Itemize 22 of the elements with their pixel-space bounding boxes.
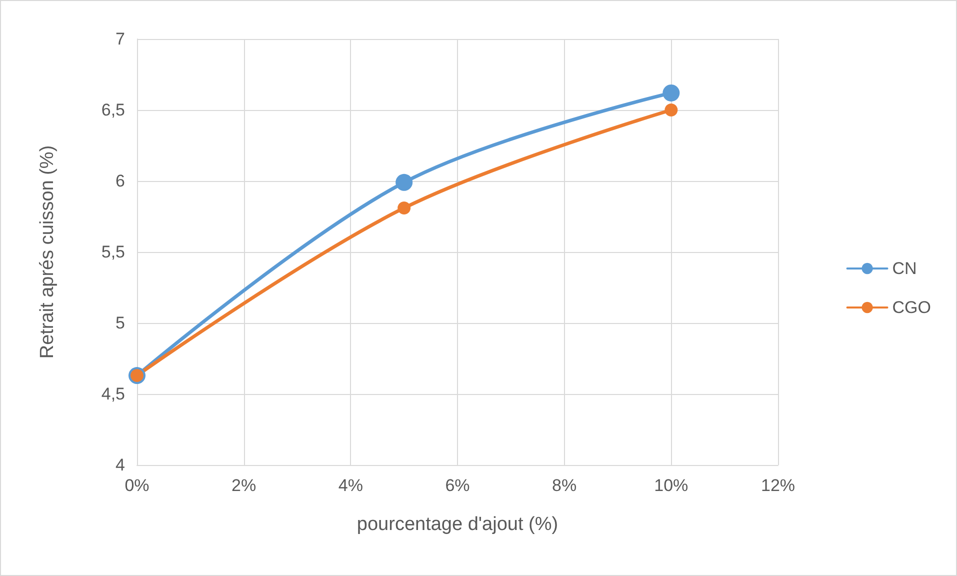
y-tick-label: 5,5 bbox=[101, 242, 125, 262]
legend-label: CN bbox=[892, 259, 917, 278]
y-tick-label: 6,5 bbox=[101, 100, 125, 120]
x-tick-label: 10% bbox=[654, 476, 688, 495]
legend-label: CGO bbox=[892, 298, 932, 317]
point bbox=[662, 84, 680, 102]
x-axis-title: pourcentage d'ajout (%) bbox=[356, 514, 558, 535]
point bbox=[398, 201, 411, 214]
y-tick-label: 4,5 bbox=[101, 384, 125, 404]
y-axis-title: Retrait aprés cuisson (%) bbox=[37, 145, 58, 359]
x-tick-label: 2% bbox=[232, 476, 256, 495]
y-tick-label: 7 bbox=[116, 30, 125, 48]
x-tick-label: 6% bbox=[445, 476, 470, 495]
y-tick-label: 5 bbox=[116, 314, 125, 332]
x-tick-label: 8% bbox=[552, 476, 577, 495]
y-tick-label: 6 bbox=[116, 172, 125, 190]
x-tick-label: 0% bbox=[124, 476, 150, 495]
point bbox=[396, 174, 413, 191]
y-tick-label: 4 bbox=[116, 456, 125, 474]
x-tick-label: 4% bbox=[338, 476, 363, 495]
x-tick-label: 12% bbox=[760, 476, 796, 495]
point bbox=[664, 104, 678, 116]
